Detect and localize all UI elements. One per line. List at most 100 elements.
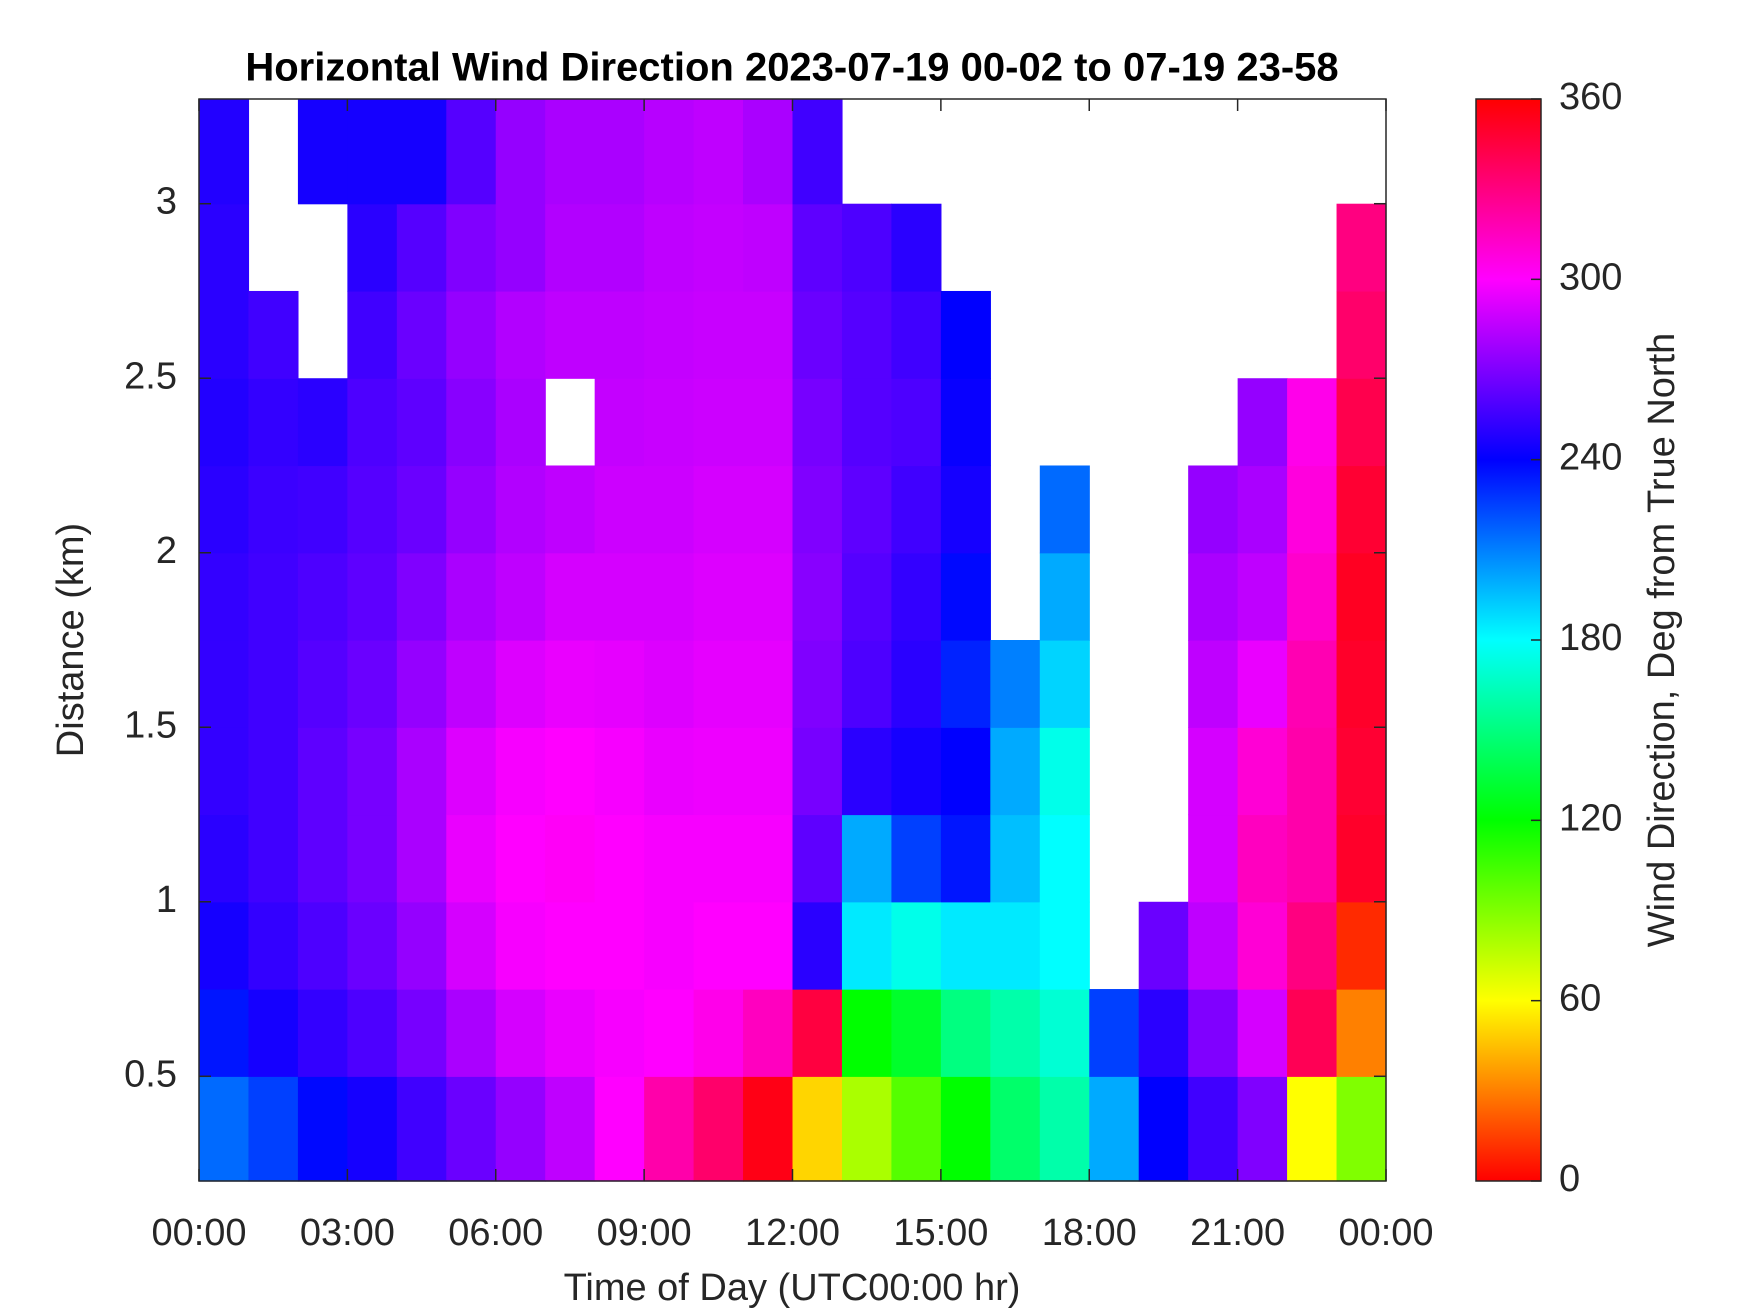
heatmap-cell bbox=[940, 465, 991, 554]
heatmap-cell bbox=[446, 640, 497, 728]
heatmap-cell bbox=[1039, 989, 1090, 1077]
heatmap-cell bbox=[1188, 640, 1239, 728]
heatmap-cell bbox=[743, 552, 794, 641]
heatmap-cell bbox=[446, 99, 497, 205]
heatmap-cell bbox=[1237, 814, 1288, 903]
heatmap-cell bbox=[1039, 552, 1090, 641]
heatmap-cell bbox=[594, 290, 645, 379]
heatmap-cell bbox=[1336, 989, 1387, 1077]
colorbar-tick-label: 180 bbox=[1559, 617, 1622, 659]
heatmap-cell bbox=[1336, 814, 1387, 903]
heatmap-cell bbox=[792, 203, 843, 292]
heatmap-cell bbox=[347, 552, 398, 641]
heatmap-cell bbox=[594, 727, 645, 816]
heatmap-cell bbox=[990, 901, 1041, 990]
heatmap-cell bbox=[199, 290, 250, 379]
colorbar-tick-label: 60 bbox=[1559, 978, 1601, 1020]
heatmap-cell bbox=[743, 465, 794, 554]
heatmap-cell bbox=[792, 99, 843, 205]
heatmap-cell bbox=[1336, 378, 1387, 467]
heatmap-cell bbox=[792, 640, 843, 728]
heatmap-cell bbox=[495, 552, 546, 641]
heatmap-cell bbox=[1237, 989, 1288, 1077]
y-tick-label: 3 bbox=[156, 181, 177, 223]
heatmap-cell bbox=[396, 640, 447, 728]
heatmap-cell bbox=[199, 1076, 250, 1182]
heatmap-cell bbox=[693, 290, 744, 379]
heatmap-cell bbox=[1336, 901, 1387, 990]
heatmap-cell bbox=[743, 290, 794, 379]
heatmap-cell bbox=[446, 203, 497, 292]
heatmap-cell bbox=[1039, 901, 1090, 990]
heatmap-cell bbox=[940, 290, 991, 379]
heatmap-cell bbox=[693, 1076, 744, 1182]
heatmap-cell bbox=[396, 378, 447, 467]
heatmap-cell bbox=[495, 901, 546, 990]
heatmap-cell bbox=[940, 814, 991, 903]
colorbar-tick-label: 300 bbox=[1559, 256, 1622, 298]
heatmap-cell bbox=[446, 465, 497, 554]
heatmap-cell bbox=[644, 989, 695, 1077]
heatmap-cell bbox=[297, 1076, 348, 1182]
heatmap-cell bbox=[446, 901, 497, 990]
heatmap-cell bbox=[446, 290, 497, 379]
heatmap-cell bbox=[495, 465, 546, 554]
heatmap-cell bbox=[1188, 901, 1239, 990]
heatmap-cell bbox=[545, 1076, 596, 1182]
heatmap-cell bbox=[1336, 1076, 1387, 1182]
heatmap-cell bbox=[743, 814, 794, 903]
heatmap-cell bbox=[1287, 378, 1338, 467]
heatmap-cell bbox=[199, 814, 250, 903]
heatmap-cell bbox=[644, 640, 695, 728]
heatmap-cell bbox=[347, 465, 398, 554]
heatmap-cell bbox=[841, 203, 893, 292]
heatmap-cell bbox=[1039, 727, 1090, 816]
heatmap-cell bbox=[990, 727, 1041, 816]
heatmap-cell bbox=[347, 203, 398, 292]
heatmap-cell bbox=[1336, 290, 1387, 379]
heatmap-cell bbox=[1039, 1076, 1090, 1182]
heatmap-cell bbox=[891, 203, 942, 292]
heatmap-cell bbox=[891, 989, 942, 1077]
heatmap-cell bbox=[495, 203, 546, 292]
heatmap-cell bbox=[1237, 727, 1288, 816]
heatmap-cell bbox=[594, 552, 645, 641]
heatmap-cell bbox=[495, 727, 546, 816]
heatmap-cell bbox=[248, 378, 299, 467]
heatmap-cell bbox=[1188, 1076, 1239, 1182]
heatmap-cell bbox=[545, 99, 596, 205]
heatmap-cell bbox=[396, 1076, 447, 1182]
heatmap-cell bbox=[1089, 1076, 1140, 1182]
heatmap-cell bbox=[841, 290, 893, 379]
heatmap-cell bbox=[841, 552, 893, 641]
heatmap-cell bbox=[297, 378, 348, 467]
heatmap-cell bbox=[495, 814, 546, 903]
heatmap-cell bbox=[644, 465, 695, 554]
heatmap-cell bbox=[1237, 640, 1288, 728]
heatmap-cell bbox=[396, 552, 447, 641]
heatmap-cell bbox=[891, 901, 942, 990]
heatmap-cell bbox=[841, 1076, 893, 1182]
heatmap-cell bbox=[594, 901, 645, 990]
y-tick-label: 0.5 bbox=[124, 1053, 177, 1095]
heatmap-cell bbox=[248, 1076, 299, 1182]
heatmap-cell bbox=[199, 989, 250, 1077]
heatmap-cell bbox=[446, 552, 497, 641]
heatmap-cell bbox=[891, 378, 942, 467]
x-tick-label: 06:00 bbox=[448, 1212, 543, 1254]
heatmap-cell bbox=[594, 378, 645, 467]
heatmap-cell bbox=[545, 640, 596, 728]
heatmap-cell bbox=[841, 814, 893, 903]
heatmap-cell bbox=[792, 465, 843, 554]
heatmap-cell bbox=[347, 727, 398, 816]
heatmap-cell bbox=[199, 727, 250, 816]
heatmap-cell bbox=[199, 465, 250, 554]
colorbar-tick-label: 240 bbox=[1559, 437, 1622, 479]
colorbar-label: Wind Direction, Deg from True North bbox=[1641, 333, 1683, 948]
heatmap-cell bbox=[248, 640, 299, 728]
heatmap-cell bbox=[594, 814, 645, 903]
heatmap-cell bbox=[396, 727, 447, 816]
heatmap-cell bbox=[1188, 727, 1239, 816]
heatmap-cell bbox=[594, 1076, 645, 1182]
heatmap-cell bbox=[792, 727, 843, 816]
